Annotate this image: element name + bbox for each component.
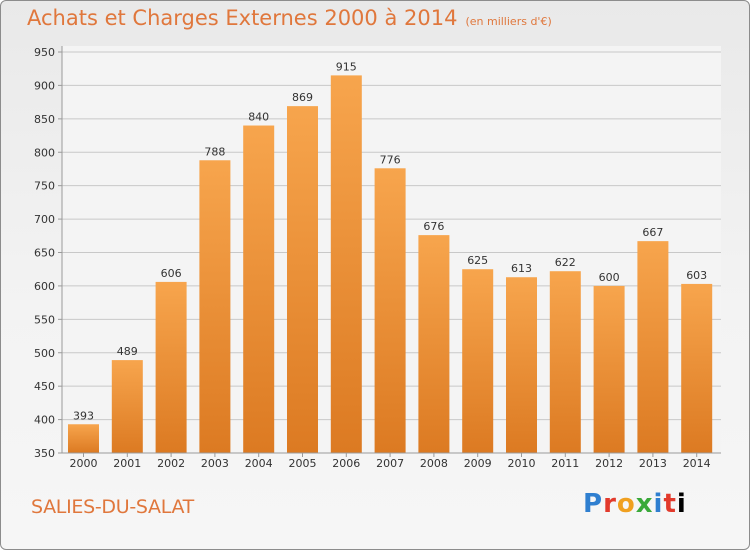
data-label: 667 xyxy=(642,226,663,239)
logo-letter: t xyxy=(663,489,677,519)
data-label: 625 xyxy=(467,254,488,267)
x-tick-label: 2003 xyxy=(201,457,229,470)
logo-letter: P xyxy=(583,489,604,519)
logo-letter: i xyxy=(676,489,687,519)
y-tick-label: 450 xyxy=(34,380,55,393)
bar-2001 xyxy=(111,360,143,453)
bar-2004 xyxy=(243,125,275,454)
bar-2010 xyxy=(506,277,537,453)
y-tick-label: 950 xyxy=(34,46,55,59)
bar-2006 xyxy=(330,75,362,454)
x-tick-label: 2009 xyxy=(464,457,492,470)
y-tick-label: 600 xyxy=(34,280,55,293)
y-tick-label: 850 xyxy=(34,113,55,126)
data-label: 606 xyxy=(161,267,182,280)
bar-2008 xyxy=(418,235,450,453)
data-label: 489 xyxy=(117,345,138,358)
y-axis-labels: 350 400 450 500 550 600 650 700 750 800 850 900 950 xyxy=(34,46,55,460)
data-label: 840 xyxy=(248,111,269,124)
y-tick-label: 550 xyxy=(34,313,55,326)
y-tick-label: 400 xyxy=(34,414,55,427)
x-tick-label: 2002 xyxy=(157,457,185,470)
commune-name: SALIES-DU-SALAT xyxy=(31,496,194,518)
chart-subtitle: (en milliers d'€) xyxy=(465,15,552,28)
data-label: 393 xyxy=(73,409,94,422)
y-tick-label: 800 xyxy=(34,146,55,159)
x-tick-label: 2012 xyxy=(595,457,623,470)
logo-letter: x xyxy=(635,489,654,519)
x-tick-label: 2007 xyxy=(376,457,404,470)
data-label: 788 xyxy=(204,145,225,158)
bar-2002 xyxy=(155,281,187,453)
title-text: Achats et Charges Externes 2000 à 2014 xyxy=(27,6,458,30)
proxiti-logo: Proxiti xyxy=(583,489,687,519)
bar-2009 xyxy=(462,269,494,453)
x-tick-label: 2010 xyxy=(508,457,536,470)
logo-letter: i xyxy=(653,489,664,519)
y-tick-label: 750 xyxy=(34,180,55,193)
chart-title: Achats et Charges Externes 2000 à 2014 (e… xyxy=(27,6,552,30)
x-tick-label: 2004 xyxy=(245,457,273,470)
data-label: 603 xyxy=(686,269,707,282)
data-label: 915 xyxy=(336,60,357,73)
bar-2012 xyxy=(593,285,625,453)
data-label: 676 xyxy=(423,220,444,233)
x-tick-label: 2013 xyxy=(639,457,667,470)
x-tick-label: 2000 xyxy=(70,457,98,470)
logo-letter: o xyxy=(616,489,636,519)
bar-2007 xyxy=(374,168,406,454)
y-tick-label: 350 xyxy=(34,447,55,460)
data-label: 613 xyxy=(511,262,532,275)
x-tick-label: 2005 xyxy=(289,457,317,470)
data-label: 776 xyxy=(380,153,401,166)
x-tick-label: 2014 xyxy=(683,457,711,470)
data-label: 622 xyxy=(555,256,576,269)
logo-letter: r xyxy=(603,489,617,519)
data-label: 869 xyxy=(292,91,313,104)
x-tick-label: 2006 xyxy=(332,457,360,470)
bar-2013 xyxy=(637,241,669,453)
bar-2005 xyxy=(287,106,318,453)
x-axis-labels: 2000 2001 2002 2003 2004 2005 2006 2007 2008 2009… xyxy=(70,453,711,470)
bars-group: 393 489 606 788 840 869 915 776 676 625 613 622 600 6… xyxy=(68,60,713,454)
bar-2011 xyxy=(549,271,581,453)
x-tick-label: 2011 xyxy=(551,457,579,470)
bar-2003 xyxy=(199,160,231,453)
data-label: 600 xyxy=(599,271,620,284)
x-tick-label: 2008 xyxy=(420,457,448,470)
bar-2014 xyxy=(681,283,713,453)
bar-2000 xyxy=(68,424,99,453)
y-tick-label: 700 xyxy=(34,213,55,226)
y-tick-label: 500 xyxy=(34,347,55,360)
y-tick-label: 650 xyxy=(34,247,55,260)
y-tick-label: 900 xyxy=(34,79,55,92)
x-tick-label: 2001 xyxy=(113,457,141,470)
